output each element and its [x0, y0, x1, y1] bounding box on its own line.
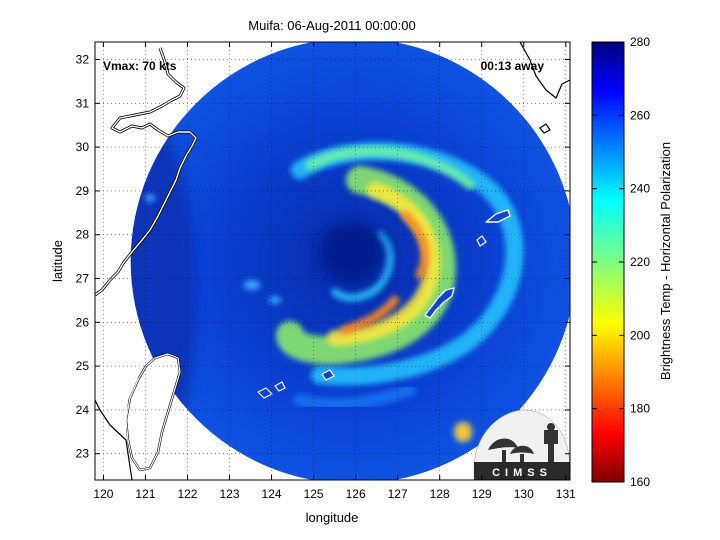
colorbar-gradient	[591, 41, 625, 483]
x-tick-label: 129	[472, 487, 492, 501]
logo-text: CIMSS	[492, 467, 552, 479]
x-axis: 120 121 122 123 124 125 126 127 128 129 130 131	[93, 42, 576, 501]
outer-rain-band-inner	[305, 146, 475, 190]
colorbar-tick-label: 180	[630, 402, 650, 416]
time-offset-label: 00:13 away	[481, 59, 545, 73]
plot-frame	[94, 41, 571, 481]
colorbar-tick-label: 260	[630, 108, 650, 122]
plot-area	[95, 42, 570, 480]
cimss-logo: CIMSS	[473, 409, 571, 481]
plot-title: Muifa: 06-Aug-2011 00:00:00	[248, 18, 415, 33]
y-tick-label: 26	[76, 315, 90, 329]
y-tick-label: 25	[76, 359, 90, 373]
colorbar-tick-label: 200	[630, 328, 650, 342]
colorbar-tick-label: 280	[630, 35, 650, 49]
miyako-islands	[257, 381, 286, 399]
eye-swirl	[331, 231, 394, 302]
colorbar-tick-label: 240	[630, 182, 650, 196]
west-cyan-flecks	[130, 175, 281, 304]
x-tick-label: 124	[262, 487, 282, 501]
x-tick-label: 126	[346, 487, 366, 501]
coastlines	[95, 42, 570, 480]
y-tick-label: 24	[76, 403, 90, 417]
colorbar-ticks: 160 180 200 220 240 260 280	[592, 35, 650, 489]
colorbar-tick-label: 220	[630, 255, 650, 269]
okinawa-island	[424, 287, 455, 319]
x-tick-label: 130	[514, 487, 534, 501]
y-tick-label: 29	[76, 184, 90, 198]
x-tick-label: 123	[219, 487, 239, 501]
china-coast	[95, 47, 197, 296]
x-tick-label: 122	[177, 487, 197, 501]
logo-radar-dish-icon	[488, 438, 518, 450]
y-tick-label: 31	[76, 96, 90, 110]
x-tick-label: 128	[430, 487, 450, 501]
colorbar: 160 180 200 220 240 260 280 Brightness Temp - …	[591, 35, 673, 489]
mainland-southwest-coast	[95, 399, 133, 480]
x-axis-label: longitude	[306, 510, 359, 525]
y-tick-label: 27	[76, 272, 90, 286]
y-axis: 23 24 25 26 27 28 29 30 31 32	[76, 53, 570, 461]
southern-band	[294, 384, 416, 411]
colorbar-tick-label: 160	[630, 475, 650, 489]
y-tick-label: 28	[76, 228, 90, 242]
x-tick-label: 121	[135, 487, 155, 501]
amami-island	[485, 209, 511, 223]
eyewall-band-mid	[327, 182, 441, 346]
y-axis-label: latitude	[50, 240, 65, 282]
vmax-label: Vmax: 70 kts	[103, 59, 177, 73]
islet-near-125	[321, 369, 335, 381]
storm-eye	[319, 222, 384, 283]
x-tick-label: 131	[556, 487, 576, 501]
eyewall-band-core	[340, 210, 430, 335]
x-tick-label: 127	[388, 487, 408, 501]
y-tick-label: 30	[76, 140, 90, 154]
logo-water-tower-icon	[544, 430, 558, 462]
x-tick-label: 120	[93, 487, 113, 501]
taiwan-coast	[125, 353, 181, 471]
x-tick-label: 125	[304, 487, 324, 501]
small-island-east	[476, 235, 487, 247]
y-tick-label: 23	[76, 447, 90, 461]
y-tick-label: 32	[76, 53, 90, 67]
mainland-southwest	[95, 300, 138, 480]
kyushu-islet	[539, 123, 551, 134]
kyushu-coast	[519, 42, 570, 99]
colorbar-label: Brightness Temp - Horizontal Polarizatio…	[658, 142, 673, 380]
